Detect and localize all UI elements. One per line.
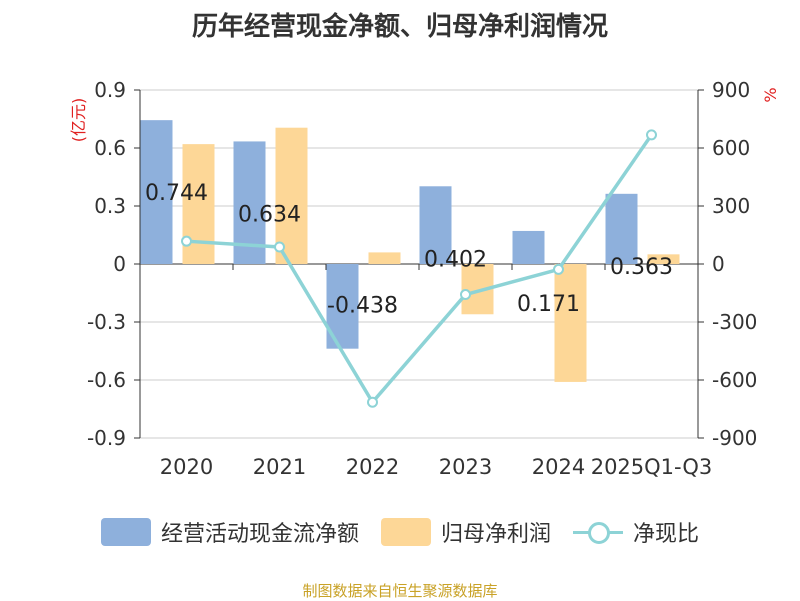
legend-swatch-cashflow: [100, 518, 151, 546]
right-axis-label: %: [761, 87, 780, 102]
right-tick-label: -900: [712, 426, 757, 450]
right-tick-label: -600: [712, 368, 757, 392]
ratio-point: [460, 289, 471, 301]
cashflow-data-label: 0.744: [145, 181, 208, 206]
left-axis-label: (亿元): [69, 98, 88, 143]
left-tick-label: -0.6: [87, 368, 126, 392]
right-tick-label: 300: [712, 194, 750, 218]
legend-label-netprofit: 归母净利润: [440, 522, 551, 547]
cashflow-bar: [605, 193, 638, 264]
cashflow-bar: [140, 120, 173, 264]
line-series: [181, 129, 657, 408]
netprofit-bar: [554, 264, 587, 382]
cashflow-bar: [419, 186, 452, 264]
legend-label-ratio: 净现比: [633, 522, 700, 547]
x-tick-label: 2025Q1-Q3: [591, 455, 713, 479]
x-tick-label: 2024: [532, 455, 585, 479]
left-tick-label: 0.9: [94, 78, 126, 102]
legend-item-ratio[interactable]: 净现比: [573, 516, 699, 548]
left-tick-label: 0.3: [94, 194, 126, 218]
bars: [140, 120, 680, 382]
axes: -0.9 -0.6 -0.3 0 0.3 0.6 0.9 -900 -600 -300 0 300 60…: [69, 78, 780, 479]
left-tick-label: 0: [113, 252, 126, 276]
legend-label-cashflow: 经营活动现金流净额: [160, 522, 359, 547]
left-tick-label: 0.6: [94, 136, 126, 160]
ratio-point: [181, 235, 192, 247]
right-tick-label: 600: [712, 136, 750, 160]
netprofit-bar: [275, 127, 308, 264]
ratio-line: [186, 133, 653, 404]
right-tick-label: 0: [712, 252, 725, 276]
cashflow-data-label: 0.363: [610, 255, 673, 280]
legend: 经营活动现金流净额 归母净利润 净现比: [0, 516, 800, 548]
cashflow-data-label: 0.402: [424, 247, 487, 272]
x-tick-label: 2023: [439, 455, 492, 479]
ratio-point: [274, 241, 285, 253]
right-tick-label: -300: [712, 310, 757, 334]
ratio-point: [367, 396, 378, 408]
netprofit-bar: [368, 252, 401, 264]
left-tick-label: -0.3: [87, 310, 126, 334]
legend-item-cashflow[interactable]: 经营活动现金流净额: [100, 516, 359, 548]
legend-item-netprofit[interactable]: 归母净利润: [380, 516, 551, 548]
ratio-point: [553, 263, 564, 275]
chart-title: 历年经营现金净额、归母净利润情况: [191, 12, 608, 42]
legend-swatch-ratio: [573, 518, 623, 546]
netprofit-bar: [647, 254, 680, 264]
source-note: 制图数据来自恒生聚源数据库: [302, 582, 498, 600]
x-tick-label: 2020: [160, 455, 213, 479]
x-tick-label: 2021: [253, 455, 306, 479]
ratio-point: [646, 129, 657, 141]
data-labels: 0.744 0.634 -0.438 0.402 0.171 0.363: [145, 181, 673, 319]
right-tick-label: 900: [712, 78, 750, 102]
cashflow-data-label: 0.171: [517, 292, 580, 317]
cashflow-bar: [512, 230, 545, 264]
cashflow-data-label: 0.634: [238, 202, 301, 227]
left-tick-label: -0.9: [87, 426, 126, 450]
legend-swatch-netprofit: [380, 518, 431, 546]
x-tick-label: 2022: [346, 455, 399, 479]
cashflow-data-label: -0.438: [327, 294, 398, 319]
